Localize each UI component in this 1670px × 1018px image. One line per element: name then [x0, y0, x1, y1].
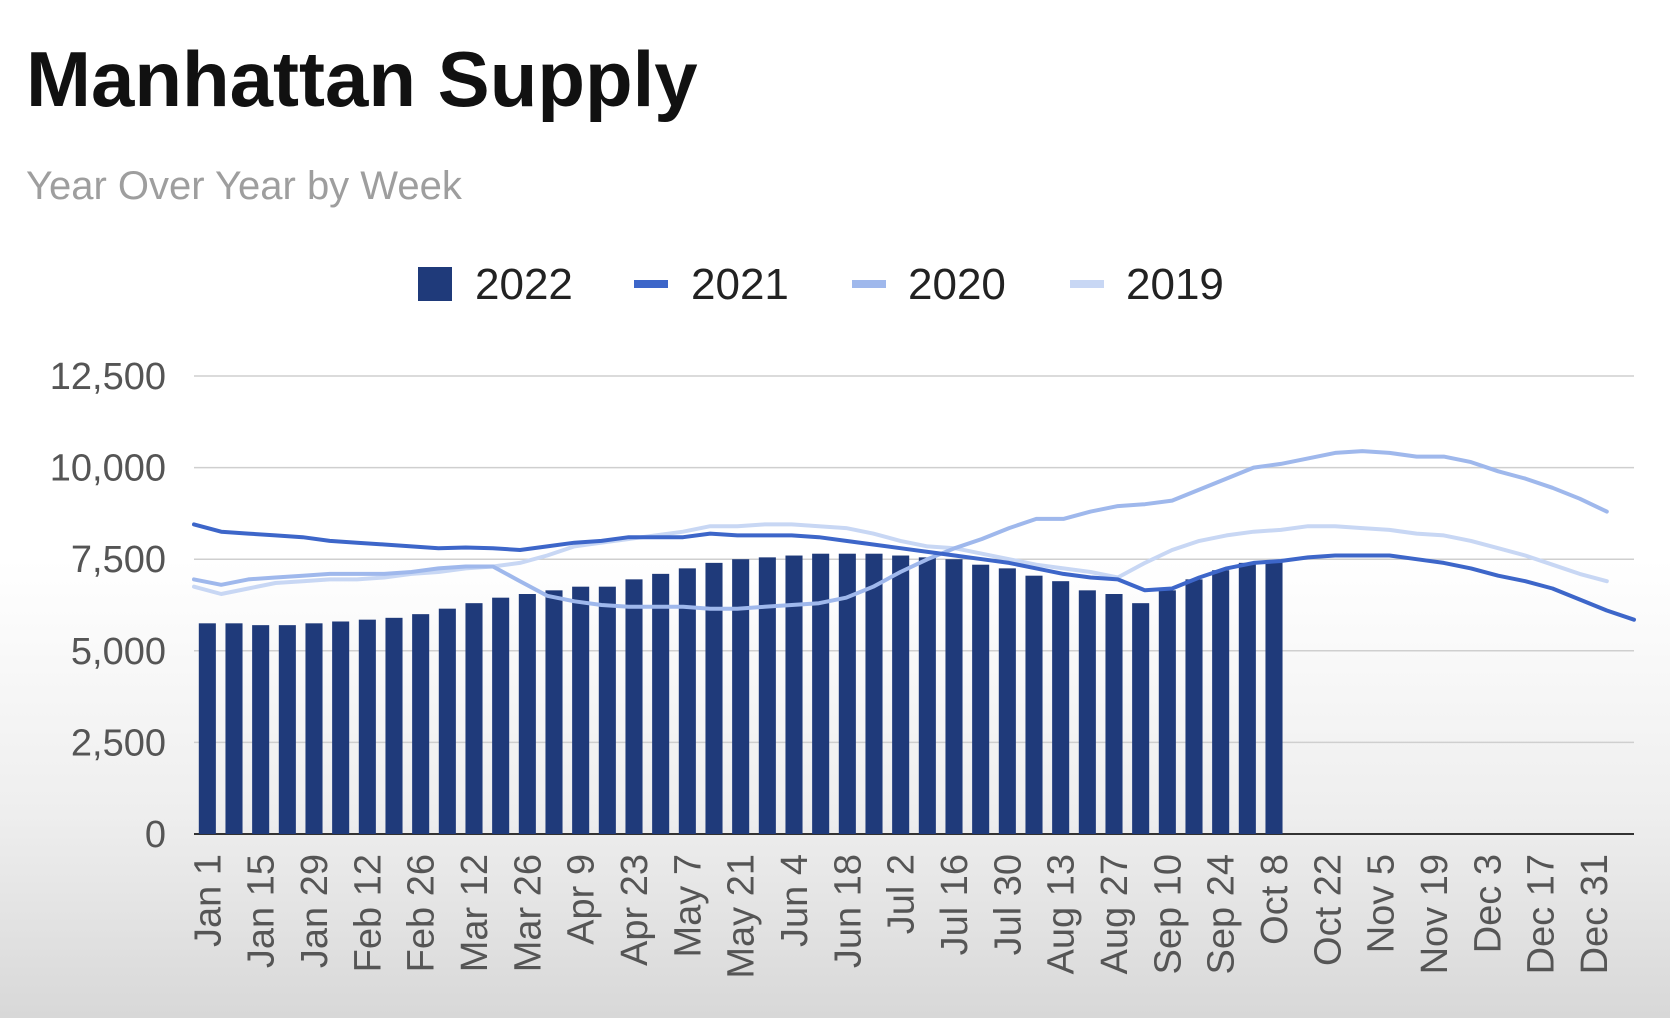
- x-tick-label: Apr 9: [561, 854, 603, 945]
- bar-2022: [278, 625, 296, 834]
- x-tick-label: Oct 8: [1254, 854, 1296, 945]
- bar-2022: [332, 621, 350, 834]
- bar-2022: [492, 597, 510, 834]
- x-tick-label: Jun 4: [774, 854, 816, 947]
- bar-2022: [252, 625, 270, 834]
- bar-2022: [998, 568, 1016, 834]
- bar-2022: [198, 623, 216, 834]
- bar-2022: [225, 623, 243, 834]
- legend-swatch-2021: [634, 280, 668, 288]
- line-2019: [192, 522, 1609, 596]
- bar-2022: [785, 555, 803, 834]
- x-tick-label: Mar 26: [507, 854, 549, 972]
- bar-2022: [625, 579, 643, 834]
- x-tick-label: Jun 18: [827, 854, 869, 968]
- bar-2022: [892, 555, 910, 834]
- x-tick-label: Mar 12: [454, 854, 496, 972]
- chart-title: Manhattan Supply: [26, 35, 698, 123]
- bar-2022: [1238, 562, 1256, 834]
- legend-swatch-2020: [852, 280, 886, 288]
- bar-2022: [732, 559, 750, 834]
- x-tick-label: Jul 16: [934, 854, 976, 955]
- x-tick-label: Jan 15: [241, 854, 283, 968]
- bar-2022: [705, 562, 723, 834]
- y-tick-label: 0: [145, 814, 166, 856]
- bar-2022: [865, 553, 883, 834]
- bar-2022: [1158, 590, 1176, 834]
- legend-label-2020: 2020: [908, 260, 1006, 309]
- x-tick-label: Dec 17: [1521, 854, 1563, 974]
- x-tick-label: Sep 10: [1147, 854, 1189, 974]
- gridlines: [194, 375, 1634, 835]
- x-axis: Jan 1 Jan 15 Jan 29 Feb 12 Feb 26 Mar 12 Mar 2…: [187, 854, 1616, 979]
- legend-label-2021: 2021: [691, 260, 789, 309]
- bar-2022: [598, 586, 616, 834]
- bar-2022: [652, 573, 670, 834]
- x-tick-label: May 7: [667, 854, 709, 957]
- bars-2022: [198, 553, 1283, 834]
- bar-2022: [972, 564, 990, 834]
- legend-swatch-2022: [418, 267, 452, 301]
- bar-2022: [758, 557, 776, 834]
- x-tick-label: Jul 30: [987, 854, 1029, 955]
- bar-2022: [1212, 570, 1230, 834]
- legend-label-2022: 2022: [475, 260, 573, 309]
- bar-2022: [1105, 594, 1123, 834]
- series-lines: [192, 449, 1636, 622]
- bar-2022: [1052, 581, 1070, 834]
- bar-2022: [572, 586, 590, 834]
- x-tick-label: Feb 26: [401, 854, 443, 972]
- line-2020: [192, 449, 1609, 611]
- x-tick-label: Nov 5: [1361, 854, 1403, 953]
- legend-swatch-2019: [1070, 280, 1104, 288]
- chart-subtitle: Year Over Year by Week: [26, 164, 462, 208]
- x-tick-label: Aug 13: [1041, 854, 1083, 974]
- bar-2022: [812, 553, 830, 834]
- bar-2022: [1025, 575, 1043, 834]
- y-axis: 0 2,500 5,000 7,500 10,000 12,500: [50, 356, 166, 856]
- bar-2022: [838, 553, 856, 834]
- legend-label-2019: 2019: [1126, 260, 1224, 309]
- x-tick-label: Apr 23: [614, 854, 656, 966]
- bar-2022: [412, 614, 430, 834]
- y-tick-label: 2,500: [71, 722, 166, 764]
- x-tick-label: Dec 3: [1467, 854, 1509, 953]
- x-tick-label: Oct 22: [1307, 854, 1349, 966]
- x-tick-label: Jan 1: [187, 854, 229, 947]
- y-tick-label: 5,000: [71, 631, 166, 673]
- bar-2022: [438, 608, 456, 834]
- x-tick-label: Jan 29: [294, 854, 336, 968]
- y-tick-label: 7,500: [71, 539, 166, 581]
- bar-2022: [1265, 561, 1283, 834]
- bar-2022: [358, 619, 376, 834]
- bar-2022: [1078, 590, 1096, 834]
- bar-2022: [1185, 579, 1203, 834]
- x-tick-label: May 21: [721, 854, 763, 979]
- bar-2022: [945, 559, 963, 834]
- bar-2022: [1132, 603, 1150, 834]
- bar-2022: [518, 594, 536, 834]
- chart-legend: 2022 2021 2020 2019: [418, 260, 1224, 309]
- x-tick-label: Dec 31: [1574, 854, 1616, 974]
- bar-2022: [918, 557, 936, 834]
- bar-2022: [305, 623, 323, 834]
- bar-2022: [385, 617, 403, 834]
- bar-2022: [678, 568, 696, 834]
- bar-2022: [465, 603, 483, 834]
- y-tick-label: 12,500: [50, 356, 166, 398]
- bar-2022: [545, 590, 563, 834]
- y-tick-label: 10,000: [50, 448, 166, 490]
- x-tick-label: Nov 19: [1414, 854, 1456, 974]
- x-tick-label: Sep 24: [1201, 854, 1243, 974]
- x-tick-label: Aug 27: [1094, 854, 1136, 974]
- x-tick-label: Jul 2: [881, 854, 923, 934]
- line-2021: [192, 522, 1636, 622]
- x-tick-label: Feb 12: [347, 854, 389, 972]
